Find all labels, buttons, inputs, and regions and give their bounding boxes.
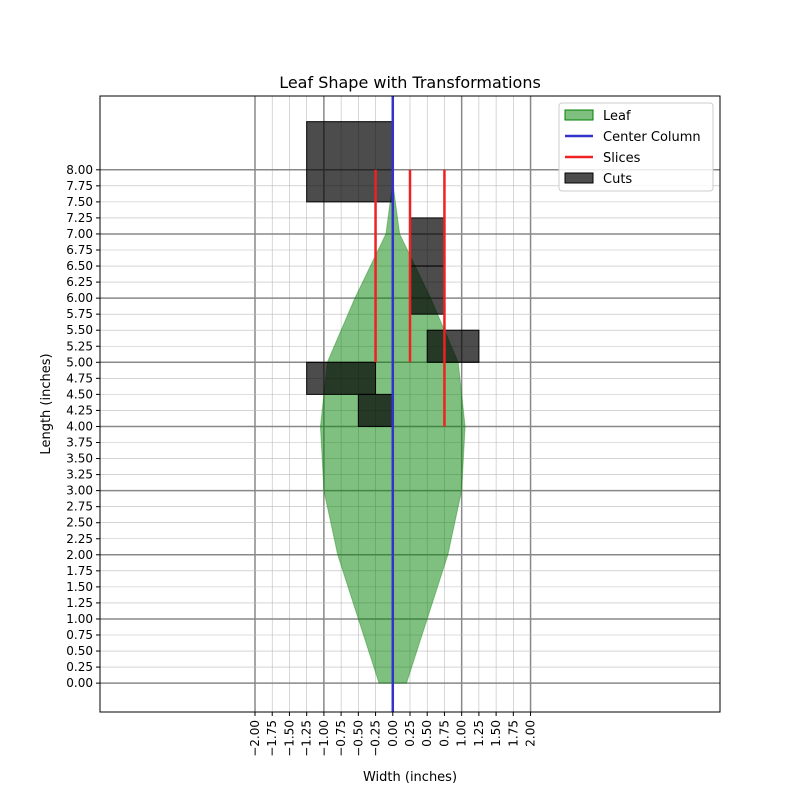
legend-label: Center Column bbox=[603, 130, 701, 145]
cut-rect bbox=[306, 121, 394, 203]
y-tick-label: 6.00 bbox=[66, 291, 93, 305]
x-tick-label: 0.25 bbox=[403, 720, 417, 747]
x-tick-label: 1.75 bbox=[506, 720, 520, 747]
y-tick-label: 2.50 bbox=[66, 516, 93, 530]
x-tick-label: 0.50 bbox=[420, 720, 434, 747]
cut-rect bbox=[409, 265, 445, 315]
y-tick-label: 2.00 bbox=[66, 548, 93, 562]
x-tick-label: 2.00 bbox=[524, 720, 538, 747]
x-tick-label: 1.25 bbox=[472, 720, 486, 747]
x-tick-label: −0.75 bbox=[334, 720, 348, 757]
y-tick-label: 7.25 bbox=[66, 211, 93, 225]
legend-swatch bbox=[564, 172, 594, 184]
legend-label: Cuts bbox=[603, 172, 632, 187]
legend-swatch bbox=[564, 109, 594, 121]
y-tick-label: 4.75 bbox=[66, 371, 93, 385]
y-tick-label: 5.00 bbox=[66, 355, 93, 369]
y-tick-label: 1.25 bbox=[66, 596, 93, 610]
y-tick-label: 2.25 bbox=[66, 532, 93, 546]
y-tick-label: 1.00 bbox=[66, 612, 93, 626]
x-tick-label: −1.25 bbox=[300, 720, 314, 757]
x-tick-label: −0.25 bbox=[369, 720, 383, 757]
y-tick-label: 5.75 bbox=[66, 307, 93, 321]
x-tick-label: −1.75 bbox=[265, 720, 279, 757]
y-axis-title: Length (inches) bbox=[39, 353, 54, 454]
x-tick-label: 1.50 bbox=[489, 720, 503, 747]
y-tick-label: 7.75 bbox=[66, 179, 93, 193]
legend-label: Slices bbox=[603, 151, 641, 166]
y-tick-label: 0.00 bbox=[66, 676, 93, 690]
chart-title: Leaf Shape with Transformations bbox=[279, 73, 541, 92]
x-tick-label: 0.00 bbox=[386, 720, 400, 747]
y-tick-label: 2.75 bbox=[66, 500, 93, 514]
cut-rect bbox=[426, 329, 480, 363]
y-tick-label: 3.25 bbox=[66, 468, 93, 482]
x-tick-label: 0.75 bbox=[437, 720, 451, 747]
legend: Leaf Center Column Slices Cuts bbox=[558, 102, 714, 192]
y-tick-label: 0.75 bbox=[66, 628, 93, 642]
y-tick-label: 5.25 bbox=[66, 339, 93, 353]
y-tick-label: 4.25 bbox=[66, 403, 93, 417]
y-tick-label: 3.75 bbox=[66, 436, 93, 450]
x-axis-title: Width (inches) bbox=[363, 770, 457, 785]
legend-box bbox=[558, 102, 714, 192]
y-tick-label: 4.00 bbox=[66, 419, 93, 433]
y-tick-label: 3.00 bbox=[66, 484, 93, 498]
y-tick-label: 6.25 bbox=[66, 275, 93, 289]
y-tick-label: 0.25 bbox=[66, 660, 93, 674]
y-tick-label: 8.00 bbox=[66, 163, 93, 177]
cut-rect bbox=[306, 361, 377, 395]
x-tick-label: −0.50 bbox=[351, 720, 365, 757]
y-tick-label: 7.50 bbox=[66, 195, 93, 209]
cut-rect bbox=[409, 217, 445, 267]
x-tick-label: 1.00 bbox=[455, 720, 469, 747]
x-tick-label: −2.00 bbox=[248, 720, 262, 757]
x-tick-label: −1.00 bbox=[317, 720, 331, 757]
y-tick-label: 6.75 bbox=[66, 243, 93, 257]
y-tick-label: 5.50 bbox=[66, 323, 93, 337]
plot-area: −2.00 −1.75 −1.50 −1.25 −1.00 −0.75 −0.50 −0.25… bbox=[66, 95, 721, 757]
y-tick-label: 6.50 bbox=[66, 259, 93, 273]
cut-rect bbox=[357, 393, 394, 427]
y-tick-label: 1.75 bbox=[66, 564, 93, 578]
y-tick-label: 7.00 bbox=[66, 227, 93, 241]
y-tick-label: 4.50 bbox=[66, 387, 93, 401]
legend-label: Leaf bbox=[603, 109, 631, 124]
y-tick-label: 0.50 bbox=[66, 644, 93, 658]
x-tick-label: −1.50 bbox=[282, 720, 296, 757]
y-tick-label: 1.50 bbox=[66, 580, 93, 594]
y-tick-label: 3.50 bbox=[66, 452, 93, 466]
